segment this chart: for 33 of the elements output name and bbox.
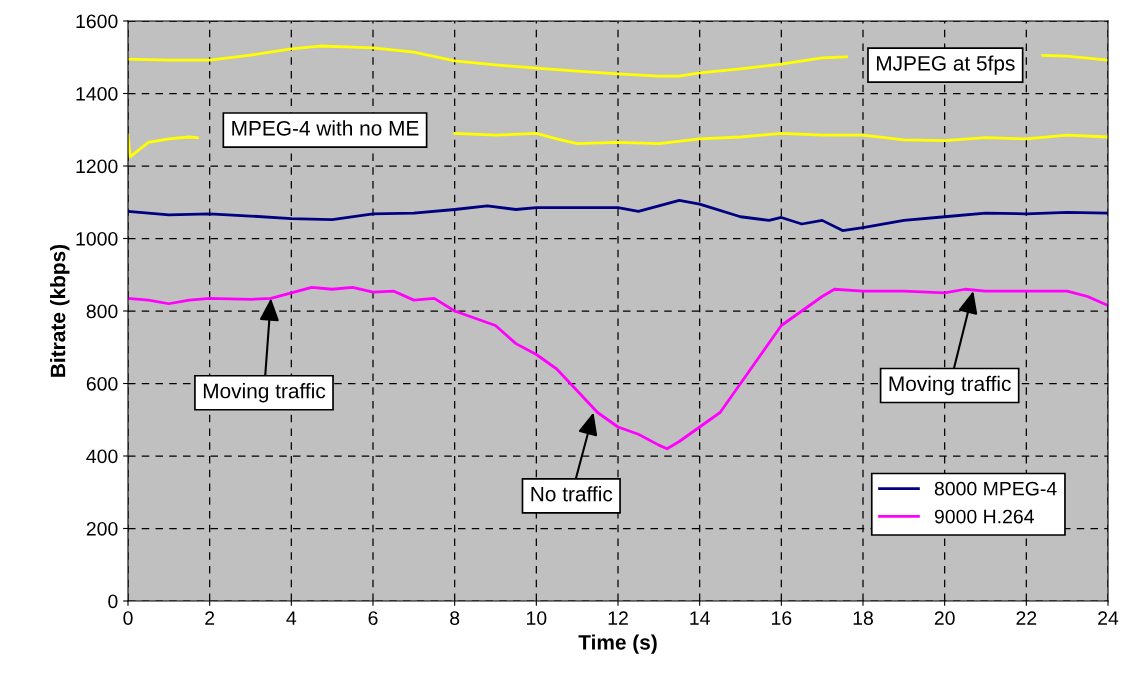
x-tick-label: 16 <box>772 611 792 625</box>
y-tick-label: 0 <box>108 594 118 609</box>
annotation: MJPEG at 5fps <box>876 55 1015 75</box>
annotation: Moving traffic <box>889 375 1011 396</box>
x-tick-label: 18 <box>853 611 873 625</box>
line-series <box>128 199 1108 232</box>
x-tick-label: 0 <box>123 611 133 625</box>
x-tick-label: 4 <box>286 611 297 625</box>
y-tick-label: 1400 <box>76 86 118 101</box>
x-tick-label: 22 <box>1016 611 1037 625</box>
y-tick-label: 800 <box>86 304 118 319</box>
x-tick-label: 14 <box>690 611 710 625</box>
line-series <box>128 286 1108 451</box>
y-tick-label: 1200 <box>76 159 118 174</box>
x-tick-label: 24 <box>1098 611 1119 625</box>
legend-label: 8000 MPEG-4 <box>934 481 1057 496</box>
x-tick-label: 20 <box>934 611 955 625</box>
annotation: MPEG-4 with no ME <box>232 120 419 136</box>
y-tick-label: 600 <box>86 376 118 391</box>
y-tick-label: 400 <box>86 449 118 464</box>
annotation: No traffic <box>531 486 613 502</box>
annotation: Moving traffic <box>203 383 326 403</box>
x-tick-label: 2 <box>205 611 215 625</box>
x-tick-label: 10 <box>527 611 547 625</box>
y-tick-label: 1600 <box>76 14 118 29</box>
y-tick-label: 200 <box>86 521 118 536</box>
x-tick-label: 8 <box>450 611 460 625</box>
x-tick-label: 6 <box>368 611 378 625</box>
legend-label: 9000 H.264 <box>934 509 1034 524</box>
y-tick-label: 1000 <box>76 231 118 246</box>
x-tick-label: 12 <box>608 611 628 625</box>
y-axis-title: Bitrate (kbps) <box>50 244 70 377</box>
x-axis-title: Time (s) <box>578 634 657 654</box>
